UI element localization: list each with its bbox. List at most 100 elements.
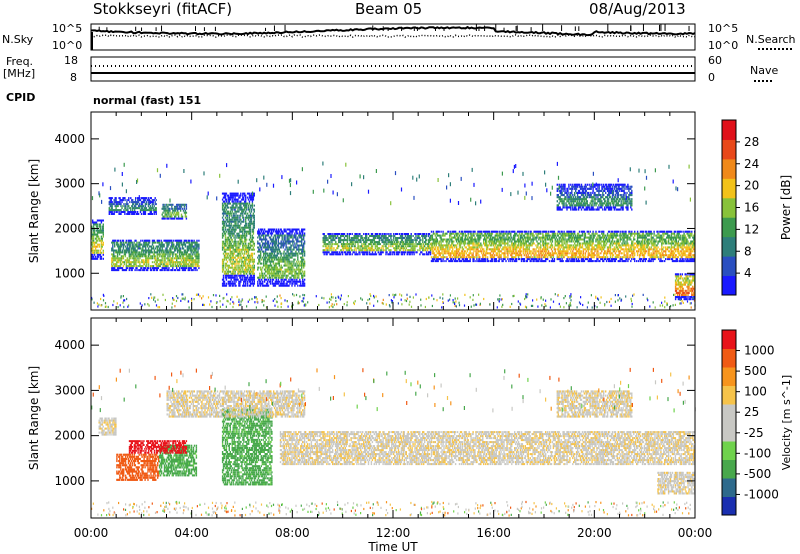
scatter-cell [404, 245, 407, 248]
scatter-cell [180, 217, 183, 220]
scatter-cell [158, 239, 160, 242]
scatter-cell [286, 260, 288, 263]
scatter-cell [225, 256, 228, 259]
scatter-cell [222, 224, 225, 227]
scatter-cell [273, 254, 276, 257]
scatter-cell [135, 201, 138, 204]
scatter-cell [234, 262, 236, 265]
scatter-cell [147, 209, 150, 212]
scatter-cell [121, 207, 123, 210]
scatter-cell [259, 234, 261, 237]
scatter-cell [134, 209, 136, 212]
scatter-cell [159, 249, 161, 252]
scatter-cell [128, 241, 130, 244]
scatter-cell [176, 247, 178, 250]
scatter-cell [180, 253, 183, 256]
scatter-cell [330, 237, 332, 239]
scatter-cell [249, 216, 252, 219]
scatter-cell [232, 258, 234, 261]
scatter-cell [278, 264, 280, 267]
scatter-cell [146, 239, 148, 242]
scatter-cell [249, 198, 252, 201]
scatter-cell [289, 242, 291, 245]
scatter-cell [222, 204, 225, 207]
scatter-cell [271, 274, 274, 277]
scatter-cell [247, 214, 250, 217]
scatter-cell [139, 209, 142, 212]
scatter-cell [412, 243, 414, 246]
scatter-cell [240, 278, 242, 281]
scatter-cell [156, 255, 158, 258]
scatter-cell [235, 278, 237, 281]
scatter-cell [248, 232, 251, 235]
scatter-cell [392, 253, 394, 256]
scatter-cell [151, 247, 154, 250]
scatter-cell [91, 249, 93, 252]
scatter-cell [235, 218, 237, 221]
scatter-cell [481, 250, 483, 253]
scatter-cell [373, 249, 376, 252]
scatter-cell [268, 270, 271, 273]
scatter-cell [121, 261, 124, 264]
scatter-cell [252, 194, 255, 197]
scatter-cell [131, 243, 133, 246]
scatter-cell [119, 265, 122, 268]
scatter-cell [92, 245, 95, 248]
scatter-cell [163, 243, 165, 246]
scatter-cell [126, 243, 128, 246]
scatter-cell [303, 244, 305, 247]
scatter-cell [121, 249, 124, 252]
scatter-cell [291, 282, 293, 285]
scatter-cell [157, 265, 159, 268]
scatter-cell [233, 280, 235, 283]
scatter-cell [239, 214, 241, 217]
scatter-cell [118, 259, 121, 262]
scatter-cell [110, 209, 112, 212]
scatter-cell [285, 230, 287, 233]
scatter-cell [301, 268, 303, 271]
scatter-cell [265, 262, 268, 265]
scatter-cell [236, 224, 238, 227]
scatter-cell [225, 224, 228, 227]
scatter-cell [328, 245, 330, 248]
scatter-cell [127, 241, 129, 244]
scatter-cell [161, 207, 163, 210]
scatter-cell [162, 253, 164, 256]
scatter-cell [197, 249, 199, 252]
scatter-cell [223, 254, 226, 257]
scatter-cell [147, 261, 150, 264]
scatter-cell [197, 255, 199, 258]
scatter-cell [485, 234, 488, 237]
scatter-cell [228, 222, 230, 225]
scatter-cell [247, 248, 250, 251]
scatter-cell [252, 222, 255, 225]
scatter-cell [102, 229, 104, 232]
scatter-cell [227, 276, 229, 279]
scatter-cell [447, 240, 449, 243]
scatter-cell [275, 270, 277, 273]
scatter-cell [258, 284, 260, 287]
scatter-cell [264, 240, 267, 243]
scatter-cell [303, 260, 306, 263]
scatter-cell [234, 270, 236, 273]
scatter-cell [156, 241, 158, 244]
scatter-cell [288, 228, 290, 231]
scatter-cell [137, 205, 140, 208]
scatter-cell [244, 192, 246, 195]
scatter-cell [274, 256, 277, 259]
scatter-cell [381, 233, 383, 235]
scatter-cell [244, 244, 246, 247]
scatter-cell [274, 284, 277, 287]
scatter-cell [126, 213, 128, 215]
scatter-cell [279, 250, 281, 253]
scatter-cell [229, 198, 231, 201]
scatter-cell [284, 248, 286, 251]
scatter-cell [122, 255, 125, 258]
scatter-cell [387, 247, 389, 250]
scatter-cell [250, 278, 253, 281]
scatter-cell [423, 243, 425, 246]
scatter-cell [259, 248, 261, 251]
scatter-cell [92, 239, 95, 242]
scatter-cell [128, 259, 130, 262]
scatter-cell [353, 251, 355, 254]
